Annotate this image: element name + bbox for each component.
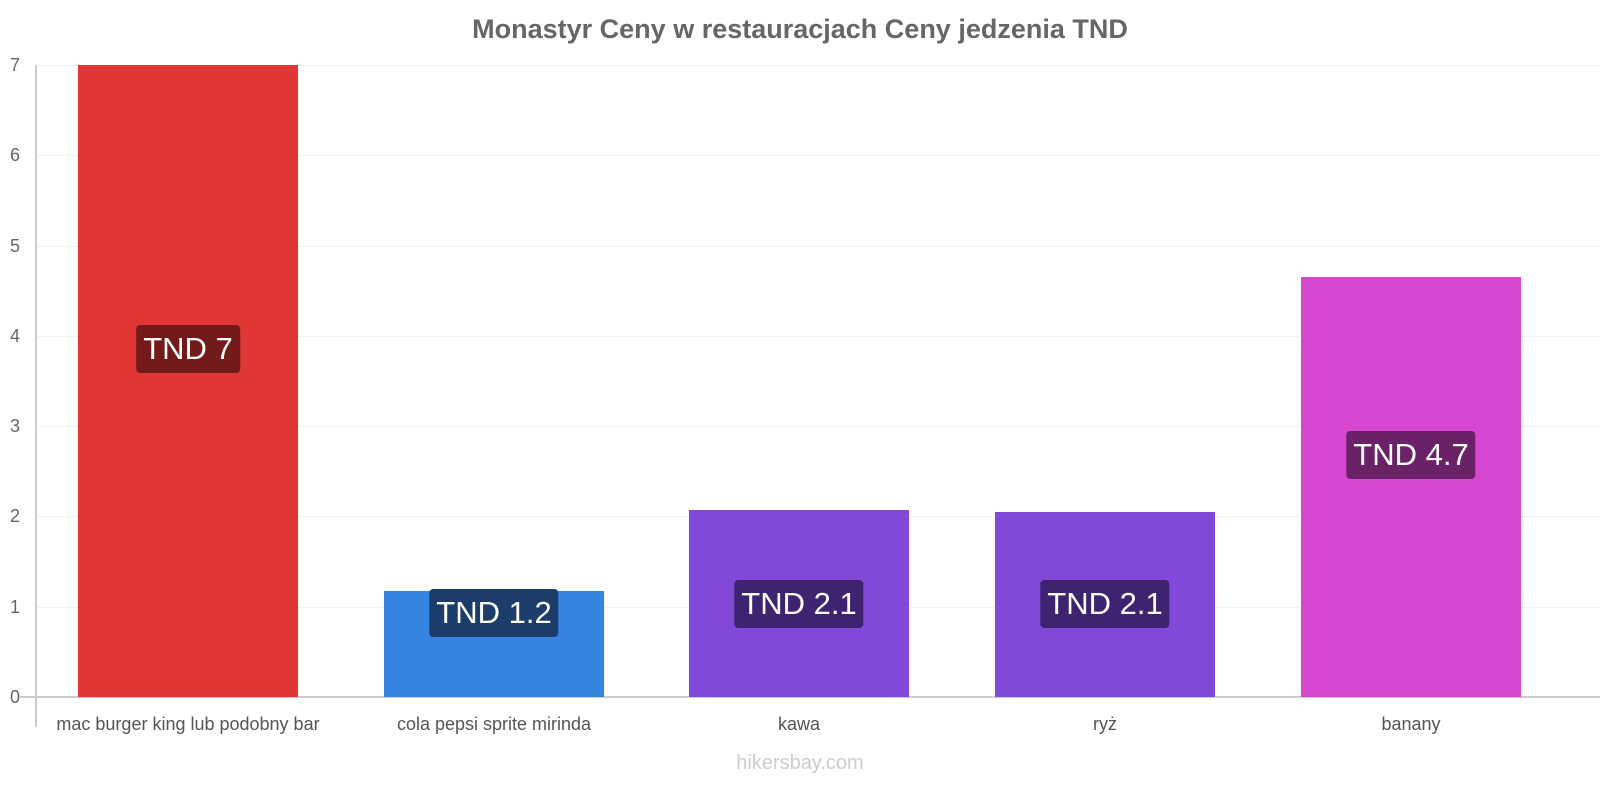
bar-4[interactable] <box>1301 277 1521 697</box>
y-tick-label: 4 <box>9 326 20 346</box>
chart-title: Monastyr Ceny w restauracjach Ceny jedze… <box>472 14 1128 44</box>
bar-value-label: TND 4.7 <box>1346 431 1476 480</box>
y-tick-label: 3 <box>9 416 20 436</box>
watermark: hikersbay.com <box>736 752 864 774</box>
y-axis-line <box>35 65 37 727</box>
y-tick-label: 1 <box>9 597 20 617</box>
gridline <box>37 246 1600 247</box>
x-category-label: cola pepsi sprite mirinda <box>396 714 592 734</box>
x-category-label: banany <box>1381 714 1441 734</box>
y-tick-label: 5 <box>9 236 20 256</box>
x-category-label: ryż <box>1093 714 1117 734</box>
bar-value-label: TND 1.2 <box>429 589 559 638</box>
bar-value-label: TND 7 <box>136 325 240 373</box>
gridline <box>37 65 1600 66</box>
x-category-label: kawa <box>777 714 821 734</box>
gridline <box>37 426 1600 427</box>
y-tick-label: 0 <box>9 687 20 707</box>
x-axis-line <box>20 696 1600 698</box>
y-tick-label: 2 <box>9 506 20 526</box>
y-tick-label: 6 <box>9 145 20 165</box>
x-category-label: mac burger king lub podobny bar <box>56 714 320 734</box>
y-tick-label: 7 <box>9 55 20 75</box>
gridline <box>37 336 1600 337</box>
bar-0[interactable] <box>78 65 298 697</box>
bar-value-label: TND 2.1 <box>1040 580 1170 629</box>
gridline <box>37 155 1600 156</box>
bar-value-label: TND 2.1 <box>734 579 864 628</box>
